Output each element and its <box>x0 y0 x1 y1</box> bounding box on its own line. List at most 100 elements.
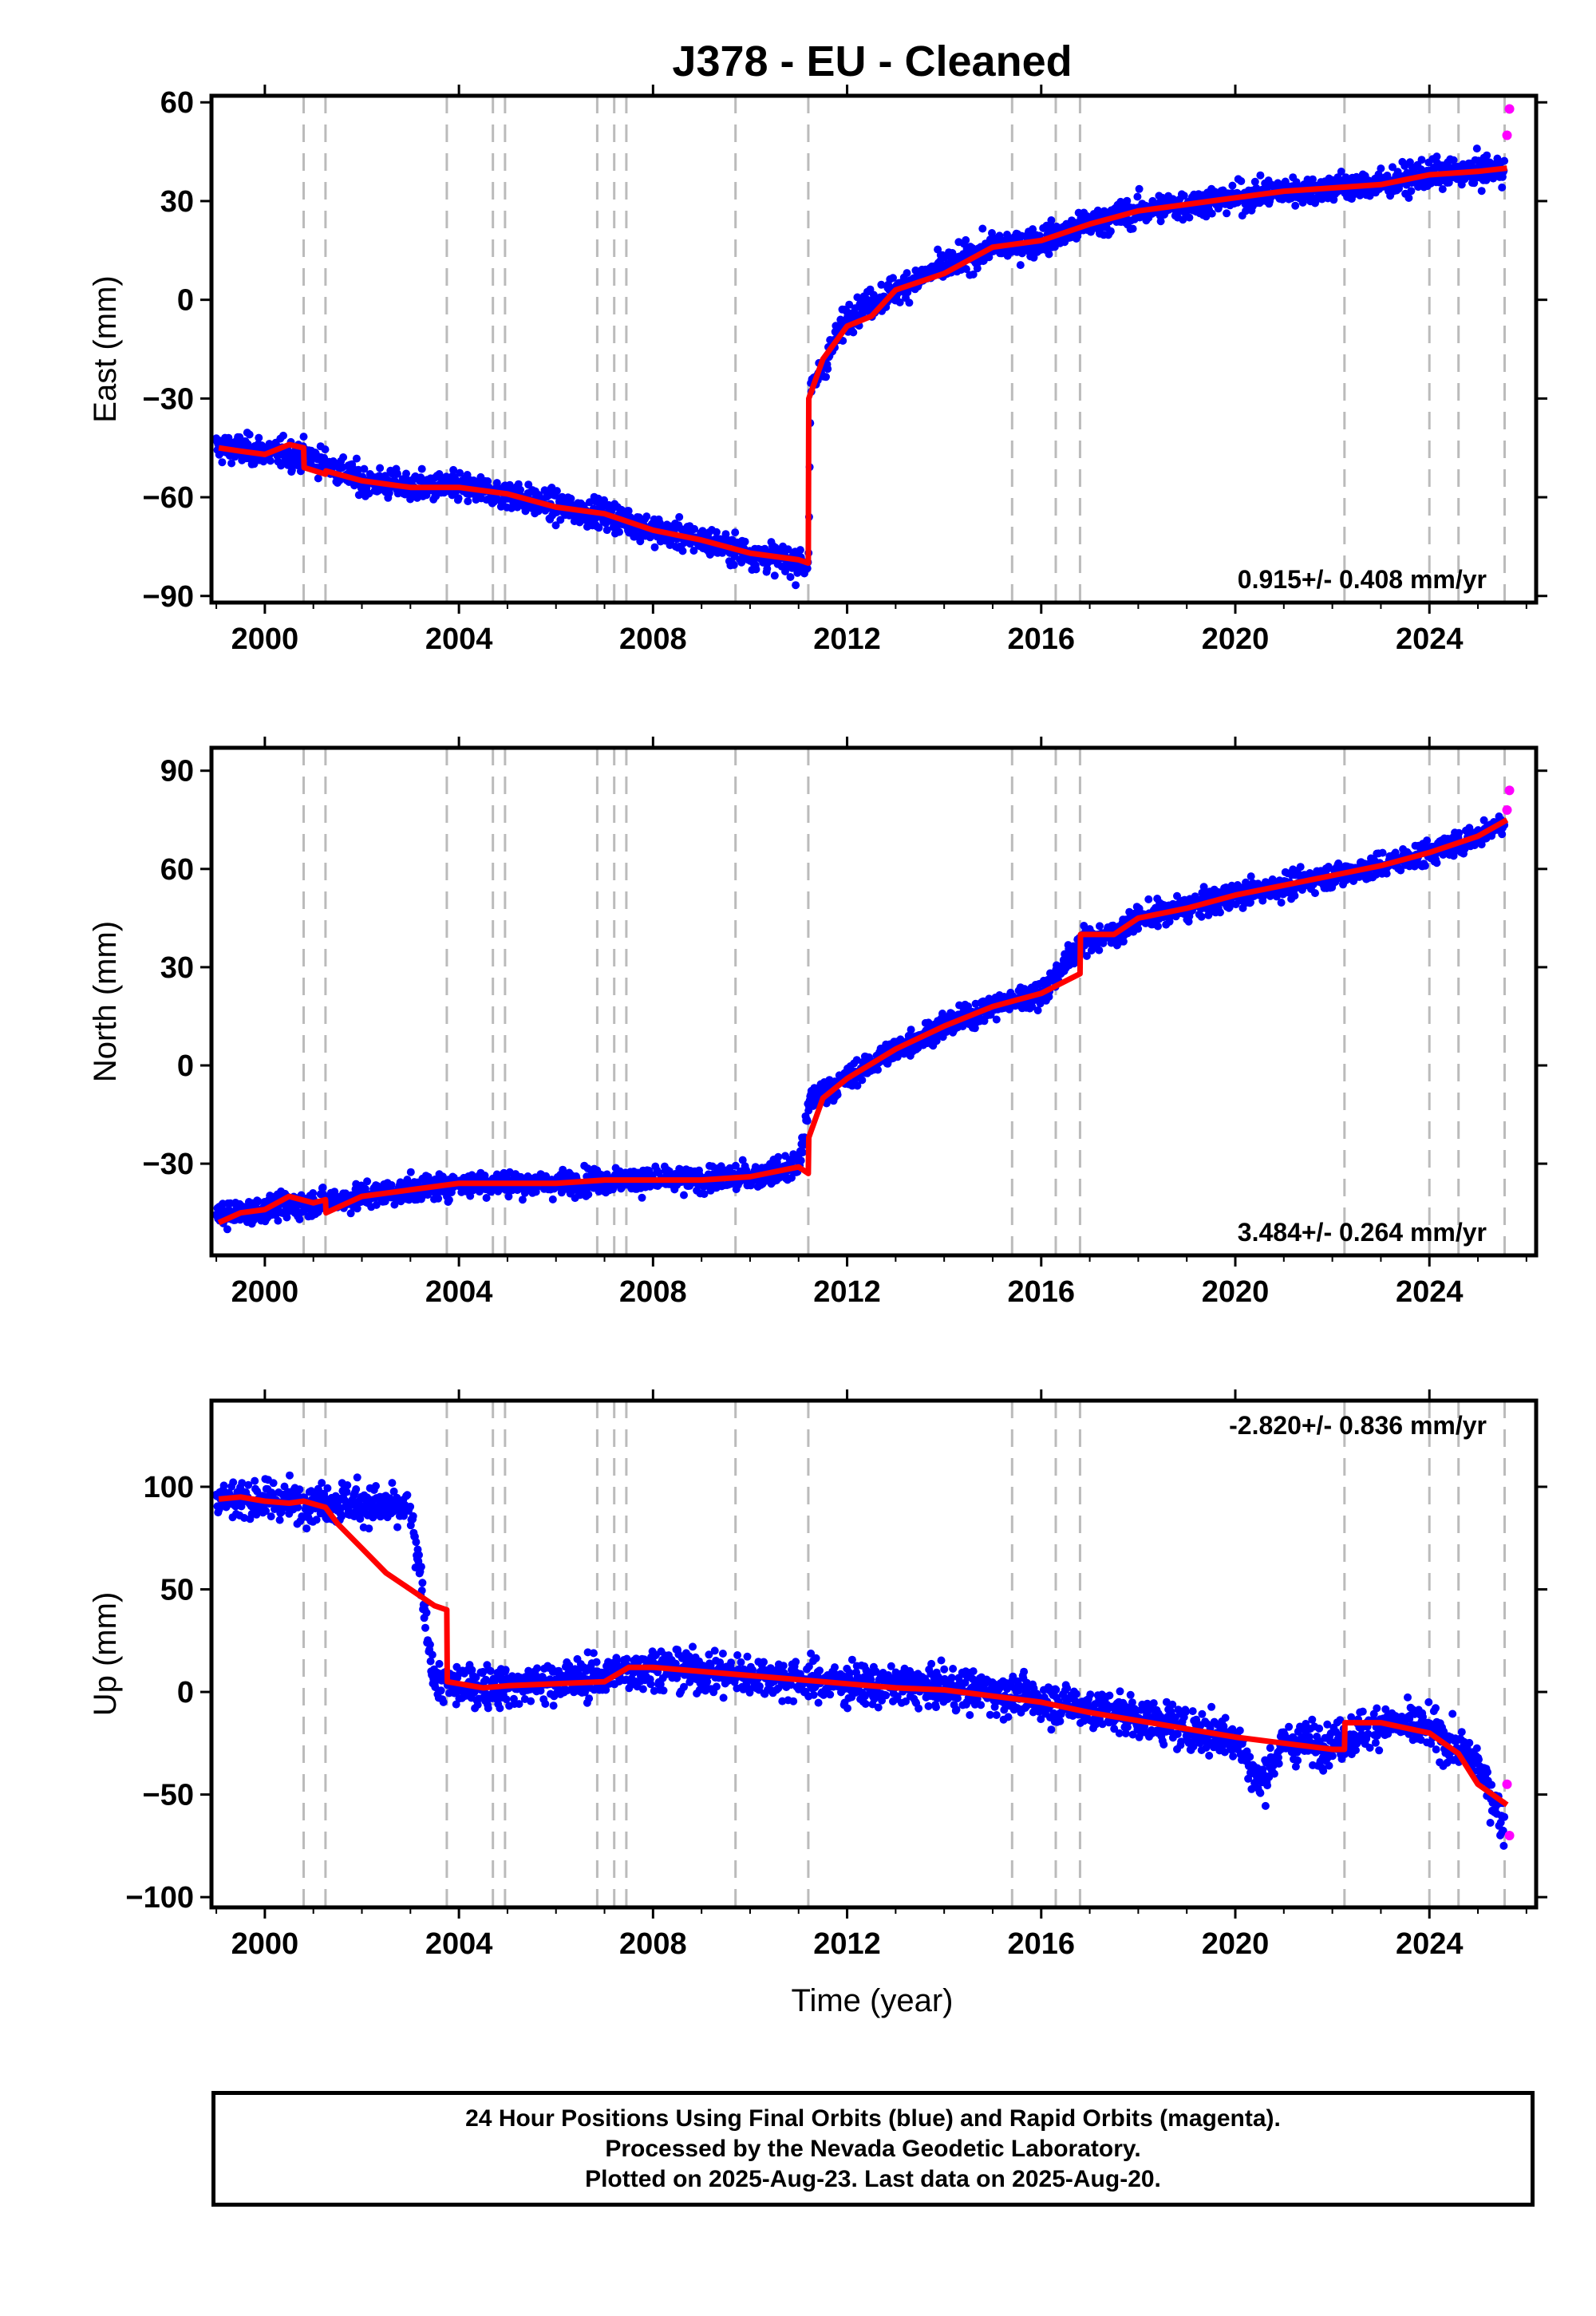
final-point <box>409 1512 417 1520</box>
final-point <box>551 521 560 530</box>
final-point <box>415 1551 423 1559</box>
final-point <box>969 270 978 279</box>
final-point <box>1045 250 1053 259</box>
final-point <box>1296 863 1305 871</box>
final-point <box>223 1225 231 1234</box>
final-point <box>552 487 561 496</box>
final-point <box>790 1156 799 1165</box>
final-point <box>227 459 236 468</box>
final-point <box>845 300 854 309</box>
final-point <box>1483 151 1491 160</box>
x-tick-label: 2004 <box>425 622 493 656</box>
final-orbit-points <box>212 1471 1509 1850</box>
y-tick-label: 60 <box>160 86 194 120</box>
final-point <box>417 464 426 473</box>
final-point <box>330 1188 339 1196</box>
x-tick-label: 2024 <box>1396 622 1464 656</box>
final-point <box>482 1194 491 1202</box>
final-point <box>376 464 385 472</box>
final-point <box>1228 181 1237 190</box>
y-axis-label: East (mm) <box>88 275 123 422</box>
final-point <box>1053 222 1061 231</box>
final-point <box>504 1192 513 1201</box>
final-point <box>615 528 623 536</box>
final-point <box>1472 144 1481 153</box>
final-point <box>287 466 296 475</box>
final-point <box>353 1473 361 1482</box>
final-point <box>388 1479 397 1488</box>
final-point <box>361 1184 369 1193</box>
final-point <box>731 1161 740 1170</box>
final-point <box>1128 224 1137 233</box>
final-point <box>548 1195 557 1203</box>
final-point <box>742 1166 751 1174</box>
y-tick-label: −60 <box>143 481 194 515</box>
final-point <box>731 528 740 537</box>
final-point <box>849 328 858 337</box>
final-point <box>907 1026 915 1034</box>
x-tick-label: 2008 <box>619 1275 687 1309</box>
final-point <box>1417 156 1426 164</box>
final-point <box>282 1213 291 1222</box>
final-point <box>853 1081 862 1090</box>
final-point <box>796 546 804 555</box>
final-point <box>372 1482 380 1490</box>
final-point <box>393 1523 401 1531</box>
final-point <box>1500 156 1509 165</box>
chart-title: J378 - EU - Cleaned <box>672 38 1072 85</box>
final-point <box>1207 209 1216 218</box>
final-point <box>302 1524 311 1533</box>
final-point <box>675 512 684 521</box>
final-point <box>1311 889 1319 898</box>
final-point <box>1016 261 1025 270</box>
final-point <box>788 1173 796 1182</box>
final-point <box>1033 1006 1042 1014</box>
final-point <box>712 528 721 536</box>
final-point <box>1197 912 1206 921</box>
final-point <box>567 494 575 503</box>
final-point <box>266 456 275 465</box>
y-tick-label: 0 <box>177 284 194 318</box>
final-point <box>803 564 812 573</box>
final-point <box>1432 152 1441 161</box>
final-point <box>412 1538 421 1547</box>
y-tick-label: −30 <box>143 1148 194 1181</box>
final-point <box>770 571 779 580</box>
final-point <box>342 1488 351 1496</box>
final-point <box>295 1485 304 1494</box>
plot-frame <box>209 93 1539 605</box>
final-point <box>1407 187 1416 196</box>
final-point <box>422 1608 431 1617</box>
final-point <box>390 1200 399 1209</box>
final-point <box>1123 196 1132 205</box>
final-point <box>803 1117 812 1125</box>
final-point <box>424 1191 432 1199</box>
final-point <box>299 433 308 441</box>
x-tick-label: 2024 <box>1396 1275 1464 1309</box>
final-point <box>1133 192 1142 201</box>
final-point <box>434 1194 443 1203</box>
final-point <box>387 1181 396 1189</box>
final-point <box>352 454 361 463</box>
x-tick-label: 2016 <box>1008 1275 1076 1309</box>
final-point <box>786 573 795 581</box>
final-point <box>1154 922 1162 931</box>
final-point <box>314 474 322 483</box>
final-point <box>218 458 227 467</box>
final-point <box>251 1476 259 1485</box>
final-point <box>417 473 425 482</box>
final-point <box>1477 187 1486 196</box>
final-point <box>1460 175 1469 184</box>
final-point <box>321 445 330 454</box>
final-point <box>895 298 904 306</box>
final-point <box>796 1156 805 1165</box>
final-point <box>1290 891 1299 900</box>
final-point <box>1047 216 1056 224</box>
final-orbit-points <box>212 144 1509 590</box>
final-point <box>418 1579 427 1587</box>
final-point <box>421 1623 429 1632</box>
final-point <box>318 1184 327 1192</box>
